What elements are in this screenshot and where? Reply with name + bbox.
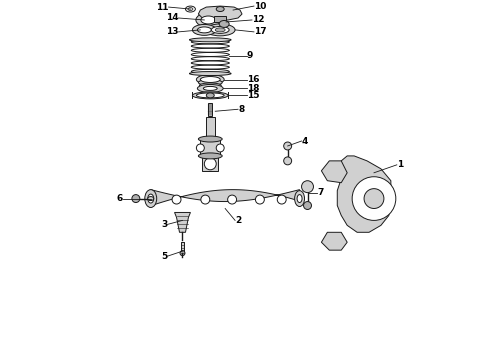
Ellipse shape xyxy=(201,16,216,24)
Text: 7: 7 xyxy=(318,188,324,197)
Polygon shape xyxy=(337,156,391,232)
Bar xyxy=(206,117,215,139)
Ellipse shape xyxy=(198,153,222,159)
Polygon shape xyxy=(151,190,299,206)
Text: 4: 4 xyxy=(301,136,308,145)
Bar xyxy=(200,139,220,156)
Text: 3: 3 xyxy=(161,220,168,229)
Ellipse shape xyxy=(215,28,225,32)
Circle shape xyxy=(352,177,396,220)
Ellipse shape xyxy=(193,92,228,99)
Ellipse shape xyxy=(193,24,216,35)
Text: 14: 14 xyxy=(166,13,178,22)
Circle shape xyxy=(277,195,286,204)
Polygon shape xyxy=(198,6,242,20)
Ellipse shape xyxy=(200,77,220,82)
Bar xyxy=(214,16,226,22)
Circle shape xyxy=(204,158,216,170)
Polygon shape xyxy=(321,232,347,250)
Text: 2: 2 xyxy=(235,216,242,225)
Ellipse shape xyxy=(297,195,302,203)
Text: 15: 15 xyxy=(247,91,260,100)
Text: 11: 11 xyxy=(156,3,169,12)
Polygon shape xyxy=(321,161,347,183)
Circle shape xyxy=(228,195,237,204)
Ellipse shape xyxy=(219,21,229,27)
Circle shape xyxy=(255,195,264,204)
Ellipse shape xyxy=(205,24,235,36)
Text: 12: 12 xyxy=(252,15,265,24)
Ellipse shape xyxy=(145,190,157,207)
Ellipse shape xyxy=(211,26,229,33)
Circle shape xyxy=(132,195,140,203)
Circle shape xyxy=(196,144,204,152)
Ellipse shape xyxy=(197,27,211,33)
Circle shape xyxy=(201,195,210,204)
Circle shape xyxy=(216,144,224,152)
Bar xyxy=(208,103,213,116)
Text: 5: 5 xyxy=(161,252,168,261)
Ellipse shape xyxy=(198,80,222,85)
Text: 8: 8 xyxy=(238,105,245,114)
Ellipse shape xyxy=(294,191,304,207)
Ellipse shape xyxy=(196,75,224,85)
Bar xyxy=(181,242,184,253)
Circle shape xyxy=(284,142,292,150)
Text: 17: 17 xyxy=(254,27,267,36)
Circle shape xyxy=(284,157,292,165)
Ellipse shape xyxy=(196,13,220,27)
Ellipse shape xyxy=(199,83,221,88)
Text: 10: 10 xyxy=(254,1,266,10)
Text: 18: 18 xyxy=(247,84,260,93)
Circle shape xyxy=(301,181,314,193)
Text: 13: 13 xyxy=(166,27,178,36)
Circle shape xyxy=(172,195,181,204)
Ellipse shape xyxy=(216,6,224,12)
Ellipse shape xyxy=(198,136,222,142)
Ellipse shape xyxy=(203,86,217,90)
Ellipse shape xyxy=(206,93,214,98)
Circle shape xyxy=(180,251,185,256)
Text: 6: 6 xyxy=(117,194,123,203)
Ellipse shape xyxy=(190,38,231,42)
Polygon shape xyxy=(174,212,191,232)
Circle shape xyxy=(303,202,312,210)
Ellipse shape xyxy=(148,197,154,201)
Text: 16: 16 xyxy=(247,75,260,84)
Ellipse shape xyxy=(148,194,154,203)
Circle shape xyxy=(364,189,384,208)
Ellipse shape xyxy=(190,72,231,76)
Ellipse shape xyxy=(186,6,196,12)
Text: 9: 9 xyxy=(247,51,253,60)
Ellipse shape xyxy=(188,8,193,10)
Ellipse shape xyxy=(196,93,224,98)
Bar xyxy=(202,154,218,171)
Ellipse shape xyxy=(197,85,223,93)
Text: 1: 1 xyxy=(397,160,403,169)
